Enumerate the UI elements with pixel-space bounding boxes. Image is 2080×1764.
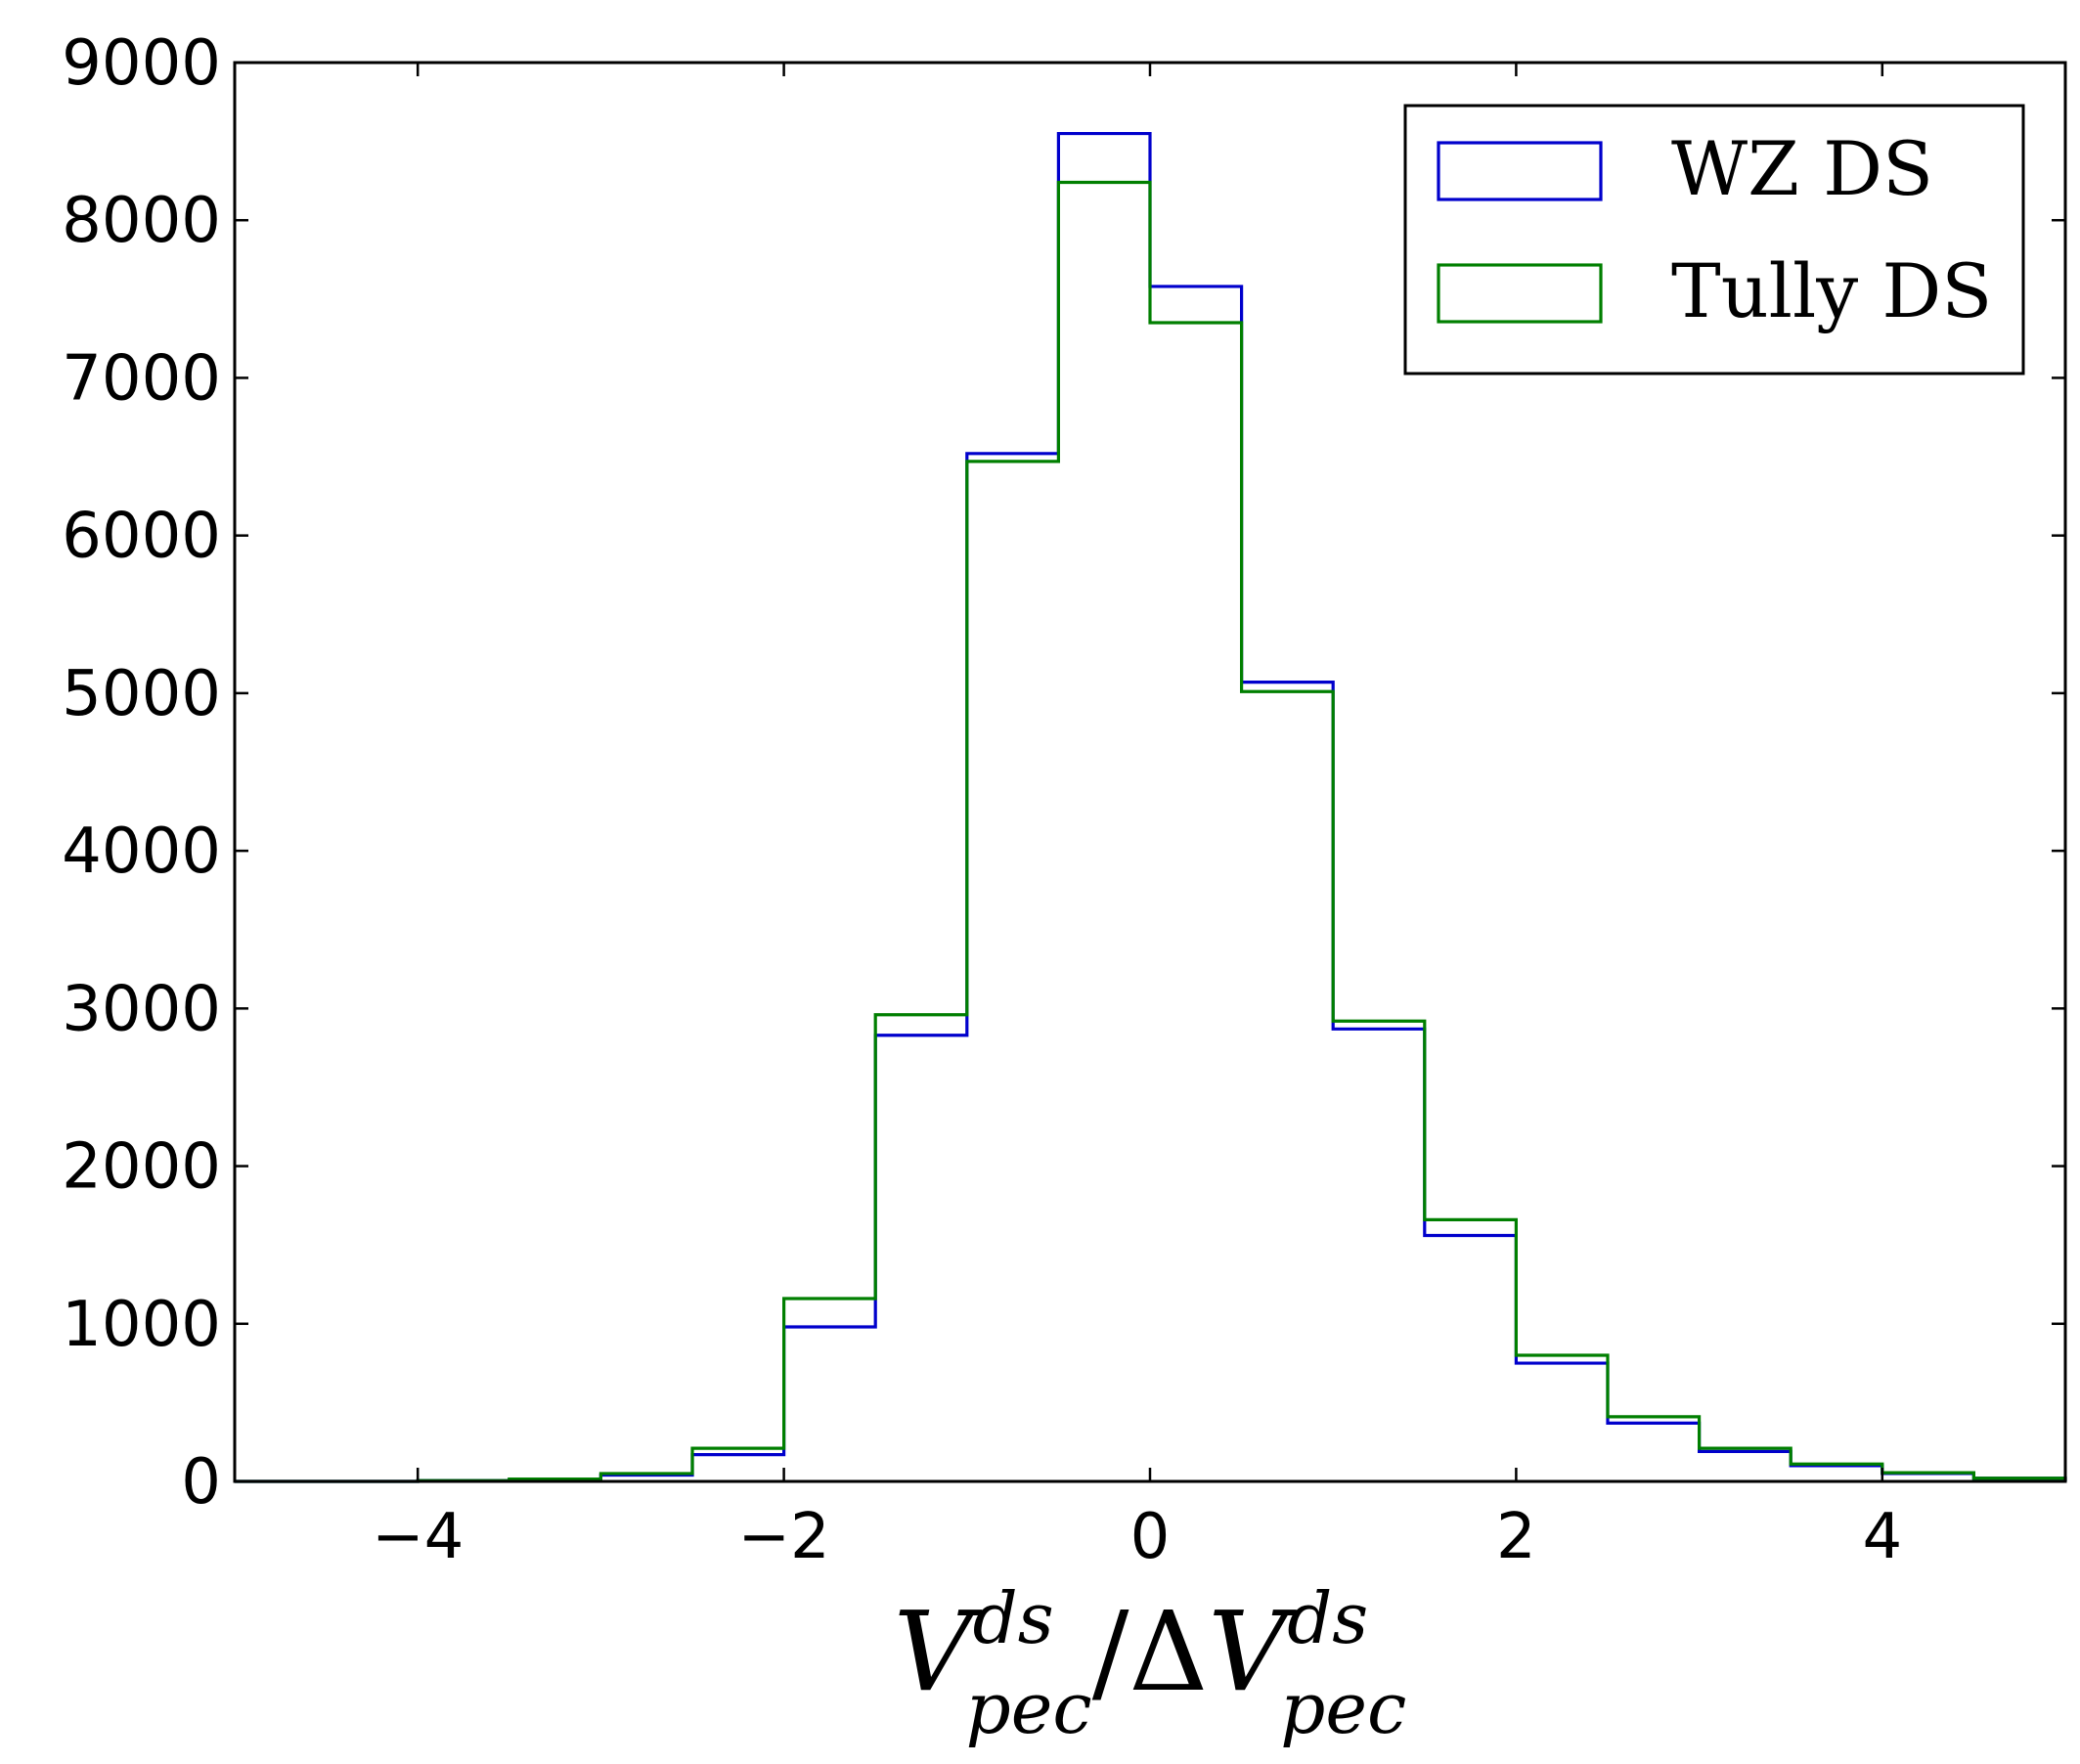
y-tick-label: 8000 (62, 185, 221, 257)
legend-box (1403, 104, 2025, 375)
y-tick-label: 5000 (62, 658, 221, 730)
legend: WZ DS Tully DS (1403, 104, 2025, 375)
ticks-layer: −4 −2 0 2 4 0 1000 2000 3000 4000 5000 6000 7000 8000… (62, 27, 2065, 1573)
series-1-step-outline (235, 180, 2067, 1483)
series-layer (235, 131, 2067, 1483)
y-tick-label: 9000 (62, 27, 221, 100)
y-tick-label: 6000 (62, 501, 221, 573)
legend-swatch (1437, 141, 1603, 201)
y-tick-label: 3000 (62, 973, 221, 1045)
x-axis-label: Vds pec/ΔVds pec (894, 1577, 1407, 1749)
y-tick-label: 2000 (62, 1131, 221, 1204)
legend-swatch (1437, 263, 1603, 324)
legend-label: WZ DS (1671, 125, 1933, 212)
y-tick-label: 1000 (62, 1289, 221, 1361)
legend-label: Tully DS (1671, 247, 1992, 334)
y-tick-label: 7000 (62, 342, 221, 415)
x-tick-label: 0 (1130, 1501, 1171, 1573)
y-tick-label: 0 (181, 1446, 221, 1519)
x-tick-label: 4 (1862, 1501, 1902, 1573)
x-tick-label: −2 (737, 1501, 829, 1573)
y-tick-label: 4000 (62, 816, 221, 888)
x-tick-label: 2 (1496, 1501, 1536, 1573)
x-tick-label: −4 (372, 1501, 464, 1573)
